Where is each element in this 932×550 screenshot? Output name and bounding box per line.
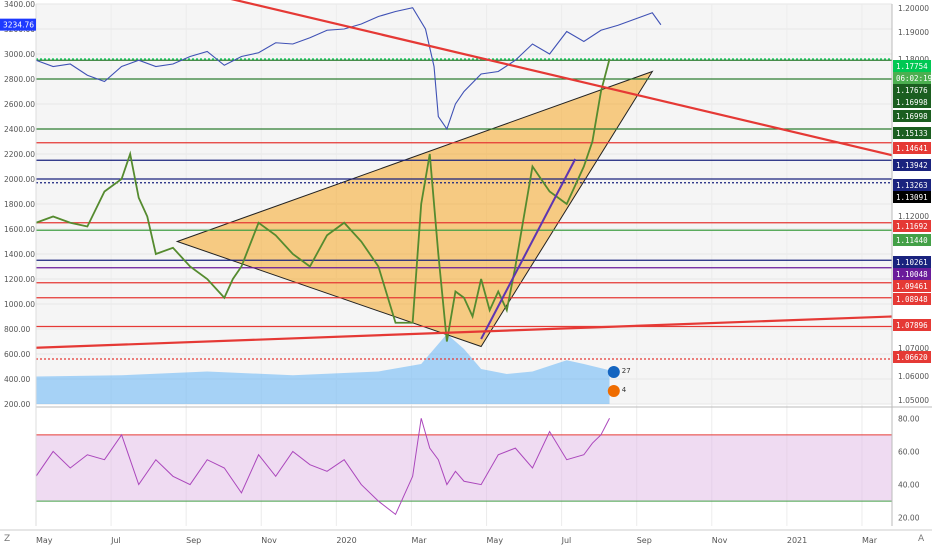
x-axis-tick: Nov [712, 536, 728, 545]
price-level-badge-label: 1.16998 [896, 112, 928, 121]
price-level-badge [893, 234, 931, 246]
price-level-badge-label: 1.13942 [896, 161, 928, 170]
price-level-badge [893, 96, 931, 108]
price-level-badge [893, 191, 931, 203]
price-level-badge [893, 220, 931, 232]
x-axis-tick: May [36, 536, 53, 545]
price-level-badge [893, 60, 931, 72]
price-level-badge-label: 1.13091 [896, 193, 928, 202]
event-marker-icon [607, 385, 620, 397]
left-axis-tick: 200.00 [4, 400, 30, 409]
event-marker-count: 27 [622, 367, 631, 375]
rsi-band [36, 434, 892, 502]
left-axis-tick: 2200.00 [4, 150, 35, 159]
right-axis-tick: 1.19000 [898, 28, 929, 37]
left-axis-tick: 2400.00 [4, 125, 35, 134]
price-level-badge [893, 159, 931, 171]
price-level-badge [893, 293, 931, 305]
price-level-badge-label: 06:02:19 [896, 74, 932, 83]
left-axis-tick: 1000.00 [4, 300, 35, 309]
left-axis-tick: 800.00 [4, 325, 30, 334]
x-axis-tick: Jul [561, 536, 572, 545]
right-axis-tick: 1.20000 [898, 4, 929, 13]
right-axis-tick: 1.06000 [898, 372, 929, 381]
price-level-badge-label: 1.14641 [896, 144, 928, 153]
price-level-badge-label: 1.07896 [896, 321, 928, 330]
left-axis-tick: 1400.00 [4, 250, 35, 259]
rsi-axis-tick: 20.00 [898, 514, 920, 523]
x-axis-tick: May [487, 536, 504, 545]
left-axis-tick: 400.00 [4, 375, 30, 384]
rsi-line [35, 418, 610, 516]
left-axis-tick: 3400.00 [4, 0, 35, 9]
right-axis-tick: 1.05000 [898, 396, 929, 405]
event-marker-count: 4 [622, 386, 627, 394]
x-axis-tick: Jul [110, 536, 121, 545]
price-level-badge-label: 1.15133 [896, 129, 928, 138]
left-axis-tick: 2800.00 [4, 75, 35, 84]
left-axis-tick: 1800.00 [4, 200, 35, 209]
rsi-axis-tick: 60.00 [898, 447, 920, 456]
x-axis-tick: Mar [862, 536, 878, 545]
price-level-badge-label: 1.10261 [896, 258, 928, 267]
right-axis-tick: 1.18000 [898, 55, 929, 64]
left-axis-tick: 3000.00 [4, 50, 35, 59]
x-axis-tick: Sep [186, 536, 201, 545]
corner-label-left: Z [4, 534, 10, 544]
rsi-axis-tick: 40.00 [898, 481, 920, 490]
comparison-line [35, 7, 662, 131]
trendline [35, 315, 893, 349]
price-level-badge [893, 110, 931, 122]
x-axis-tick: 2020 [336, 536, 356, 545]
trendline [230, 0, 893, 157]
price-level-badge [893, 256, 931, 268]
price-level-badge-label: 1.11440 [896, 236, 928, 245]
left-axis-tick: 2600.00 [4, 100, 35, 109]
price-level-badge-label: 1.17754 [896, 62, 928, 71]
volume-area [36, 334, 610, 404]
price-level-badge [893, 84, 931, 96]
price-level-badge-label: 1.08948 [896, 295, 928, 304]
price-level-badge [893, 142, 931, 154]
price-level-badge-label: 1.09461 [896, 282, 928, 291]
support-trendline [480, 158, 577, 340]
rsi-axis-tick: 80.00 [898, 414, 920, 423]
price-level-badge-label: 1.16998 [896, 98, 928, 107]
price-level-badge [893, 72, 931, 84]
price-level-badge-label: 1.13263 [896, 181, 928, 190]
x-axis-tick: Mar [411, 536, 427, 545]
current-value-badge [0, 18, 36, 31]
price-level-badge [893, 127, 931, 139]
corner-label-right: A [918, 534, 925, 544]
price-level-badge [893, 268, 931, 280]
price-level-badge [893, 319, 931, 331]
x-axis-tick: Sep [637, 536, 652, 545]
left-axis-tick: 600.00 [4, 350, 30, 359]
left-axis-tick: 2000.00 [4, 175, 35, 184]
price-level-badge-label: 1.06620 [896, 353, 928, 362]
price-level-badge-label: 1.11692 [896, 222, 928, 231]
x-axis-tick: 2021 [787, 536, 807, 545]
event-marker-icon [607, 366, 620, 378]
price-level-badge [893, 351, 931, 363]
price-level-badge-label: 1.17676 [896, 86, 928, 95]
price-level-badge-label: 1.10048 [896, 270, 928, 279]
wedge-pattern [175, 70, 654, 348]
current-value-label: 3234.76 [3, 21, 34, 30]
price-level-badge [893, 179, 931, 191]
left-axis-tick: 1200.00 [4, 275, 35, 284]
right-axis-tick: 1.07000 [898, 344, 929, 353]
left-axis-tick: 1600.00 [4, 225, 35, 234]
price-level-badge [893, 280, 931, 292]
x-axis-tick: Nov [261, 536, 277, 545]
right-axis-tick: 1.12000 [898, 212, 929, 221]
